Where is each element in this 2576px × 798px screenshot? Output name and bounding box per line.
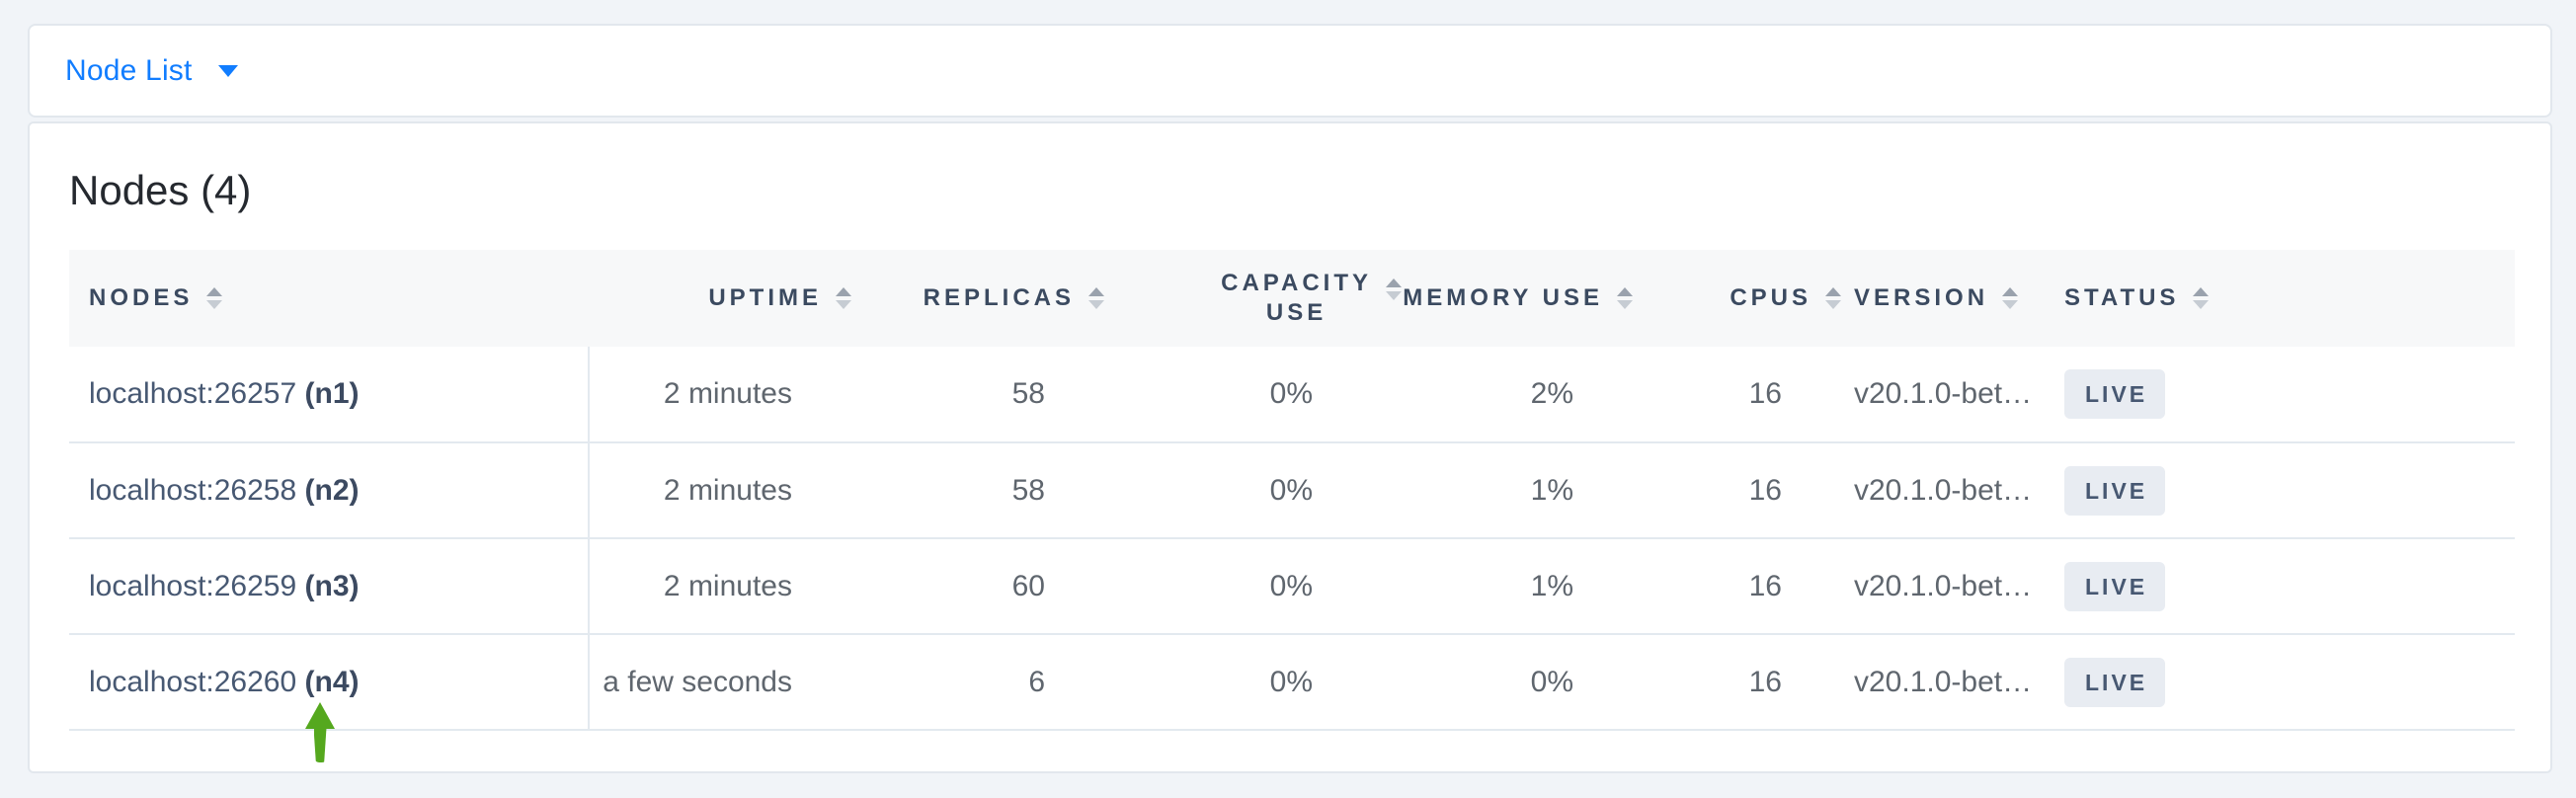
node-row[interactable]: localhost:26258 (n2) 2 minutes 58 0% 1% …: [69, 442, 2515, 538]
node-list-dropdown[interactable]: Node List: [65, 54, 238, 88]
cpus-cell: 16: [1748, 569, 1782, 602]
view-switcher-bar: Node List: [28, 24, 2552, 118]
uptime-cell: 2 minutes: [588, 538, 851, 634]
version-cell: v20.1.0-bet…: [1854, 665, 2033, 698]
column-header-replicas[interactable]: REPLICAS: [851, 250, 1104, 347]
column-header-status[interactable]: STATUS: [2049, 250, 2515, 347]
cpus-cell: 16: [1748, 473, 1782, 507]
status-cell: LIVE: [2049, 634, 2515, 730]
replicas-cell: 6: [1028, 665, 1045, 698]
column-header-cpus[interactable]: CPUS: [1633, 250, 1841, 347]
node-name-cell[interactable]: localhost:26257 (n1): [89, 377, 360, 410]
column-header-nodes[interactable]: NODES: [69, 250, 589, 347]
version-cell: v20.1.0-bet…: [1854, 473, 2033, 507]
status-badge: LIVE: [2064, 465, 2166, 516]
cpus-cell: 16: [1748, 377, 1782, 410]
node-list-dropdown-label: Node List: [65, 53, 193, 87]
uptime-cell: a few seconds: [588, 634, 851, 730]
nodes-table: NODES UPTIME REPLICAS CAPACITY USE MEMORY…: [69, 250, 2515, 731]
uptime-cell: 2 minutes: [588, 347, 851, 442]
status-cell: LIVE: [2049, 442, 2515, 538]
capacity-use-cell: 0%: [1269, 473, 1313, 507]
replicas-cell: 58: [1011, 473, 1045, 507]
nodes-panel: Nodes (4) NODES UPTIME REPLICAS CAPACITY…: [28, 121, 2552, 773]
memory-use-cell: 1%: [1530, 569, 1573, 602]
node-name-cell[interactable]: localhost:26260 (n4): [89, 665, 360, 698]
cpus-cell: 16: [1748, 665, 1782, 698]
status-badge: LIVE: [2064, 657, 2166, 707]
sort-icon[interactable]: [2002, 287, 2019, 309]
sort-icon[interactable]: [206, 287, 223, 309]
node-name-cell[interactable]: localhost:26258 (n2): [89, 473, 360, 507]
column-header-version[interactable]: VERSION: [1841, 250, 2049, 347]
column-header-memory-use[interactable]: MEMORY USE: [1372, 250, 1633, 347]
memory-use-cell: 0%: [1530, 665, 1573, 698]
node-row[interactable]: localhost:26260 (n4) a few seconds 6 0% …: [69, 634, 2515, 730]
sort-icon[interactable]: [2193, 287, 2210, 309]
capacity-use-cell: 0%: [1269, 377, 1313, 410]
node-row[interactable]: localhost:26257 (n1) 2 minutes 58 0% 2% …: [69, 347, 2515, 442]
caret-down-icon: [217, 64, 238, 77]
sort-icon[interactable]: [1088, 287, 1104, 309]
column-header-capacity-use[interactable]: CAPACITY USE: [1104, 250, 1402, 347]
status-cell: LIVE: [2049, 538, 2515, 634]
status-badge: LIVE: [2064, 369, 2166, 419]
status-badge: LIVE: [2064, 561, 2166, 611]
annotation-arrow-icon: [305, 702, 335, 763]
column-header-uptime[interactable]: UPTIME: [589, 250, 851, 347]
node-name-cell[interactable]: localhost:26259 (n3): [89, 569, 360, 602]
version-cell: v20.1.0-bet…: [1854, 569, 2033, 602]
replicas-cell: 60: [1011, 569, 1045, 602]
page-title: Nodes (4): [69, 167, 252, 213]
memory-use-cell: 1%: [1530, 473, 1573, 507]
replicas-cell: 58: [1011, 377, 1045, 410]
status-cell: LIVE: [2049, 347, 2515, 442]
table-header-row: NODES UPTIME REPLICAS CAPACITY USE MEMORY…: [69, 250, 2515, 347]
sort-icon[interactable]: [836, 287, 851, 309]
sort-icon[interactable]: [1386, 279, 1402, 300]
uptime-cell: 2 minutes: [588, 442, 851, 538]
node-row[interactable]: localhost:26259 (n3) 2 minutes 60 0% 1% …: [69, 538, 2515, 634]
capacity-use-cell: 0%: [1269, 569, 1313, 602]
memory-use-cell: 2%: [1530, 377, 1573, 410]
sort-icon[interactable]: [1825, 287, 1841, 309]
version-cell: v20.1.0-bet…: [1854, 377, 2033, 410]
capacity-use-cell: 0%: [1269, 665, 1313, 698]
sort-icon[interactable]: [1617, 287, 1633, 309]
